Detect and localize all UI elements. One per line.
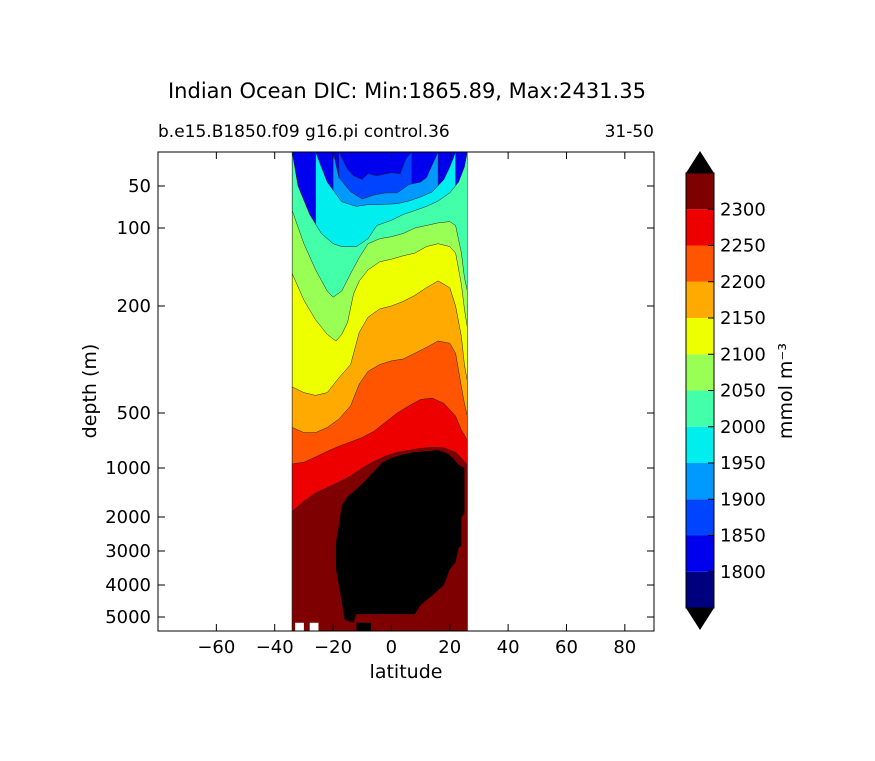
colorbar-segment: [686, 499, 714, 536]
x-tick-label: 20: [438, 637, 461, 658]
x-tick-label: 60: [555, 637, 578, 658]
colorbar-tick-label: 2100: [720, 344, 766, 365]
colorbar-segment: [686, 426, 714, 463]
x-axis-label: latitude: [370, 661, 443, 683]
colorbar-tick-label: 1950: [720, 453, 766, 474]
colorbar-tick-label: 2150: [720, 308, 766, 329]
chart-title: Indian Ocean DIC: Min:1865.89, Max:2431.…: [168, 79, 646, 103]
y-tick-label: 50: [128, 176, 151, 197]
y-tick-label: 200: [117, 296, 151, 317]
y-tick-label: 5000: [105, 607, 151, 628]
x-tick-label: −40: [256, 637, 294, 658]
y-tick-label: 4000: [105, 575, 151, 596]
colorbar-segment: [686, 318, 714, 355]
x-tick-label: −60: [197, 637, 235, 658]
chart-subtitle-right: 31-50: [605, 122, 654, 142]
y-tick-label: 3000: [105, 541, 151, 562]
y-tick-label: 500: [117, 403, 151, 424]
missing-data-region: [336, 450, 465, 623]
x-axis: −60 −40 −20 0 20 40 60 80: [197, 152, 636, 658]
colorbar-segment: [686, 535, 714, 572]
plot-frame: [157, 151, 655, 632]
missing-data-gap: [309, 622, 319, 631]
colorbar-segment: [686, 209, 714, 246]
colorbar-segment: [686, 390, 714, 427]
colorbar-label: mmol m⁻³: [775, 343, 797, 439]
y-tick-label: 2000: [105, 507, 151, 528]
y-axis-label: depth (m): [79, 344, 101, 439]
x-tick-label: −20: [314, 637, 352, 658]
colorbar-tick-label: 1850: [720, 526, 766, 547]
colorbar-segment: [686, 463, 714, 500]
x-tick-label: 0: [386, 637, 397, 658]
colorbar-tick-label: 2050: [720, 381, 766, 402]
colorbar-extend-min: [686, 608, 714, 630]
colorbar-segment: [686, 281, 714, 318]
chart-subtitle-left: b.e15.B1850.f09 g16.pi control.36: [158, 122, 450, 142]
plot-area: [291, 152, 468, 631]
colorbar-tick-label: 2200: [720, 272, 766, 293]
colorbar-tick-label: 1900: [720, 489, 766, 510]
y-tick-label: 1000: [105, 458, 151, 479]
y-tick-label: 100: [117, 218, 151, 239]
colorbar-segment: [686, 245, 714, 282]
x-tick-label: 80: [613, 637, 636, 658]
colorbar-tick-label: 2300: [720, 199, 766, 220]
colorbar-tick-label: 1800: [720, 562, 766, 583]
colorbar-segment: [686, 571, 714, 608]
missing-data-gap: [295, 622, 304, 631]
colorbar-tick-label: 2000: [720, 417, 766, 438]
colorbar-segment: [686, 173, 714, 210]
missing-data-seafloor: [356, 622, 371, 631]
colorbar-segment: [686, 354, 714, 391]
colorbar-extend-max: [686, 151, 714, 173]
x-tick-label: 40: [497, 637, 520, 658]
colorbar-tick-label: 2250: [720, 236, 766, 257]
colorbar: 1800 1850 1900 1950 2000 2050 2100 2150 2200 2250…: [685, 151, 766, 630]
y-axis: 50 100 200 500 1000 2000 3000 4000 5000: [105, 176, 654, 628]
